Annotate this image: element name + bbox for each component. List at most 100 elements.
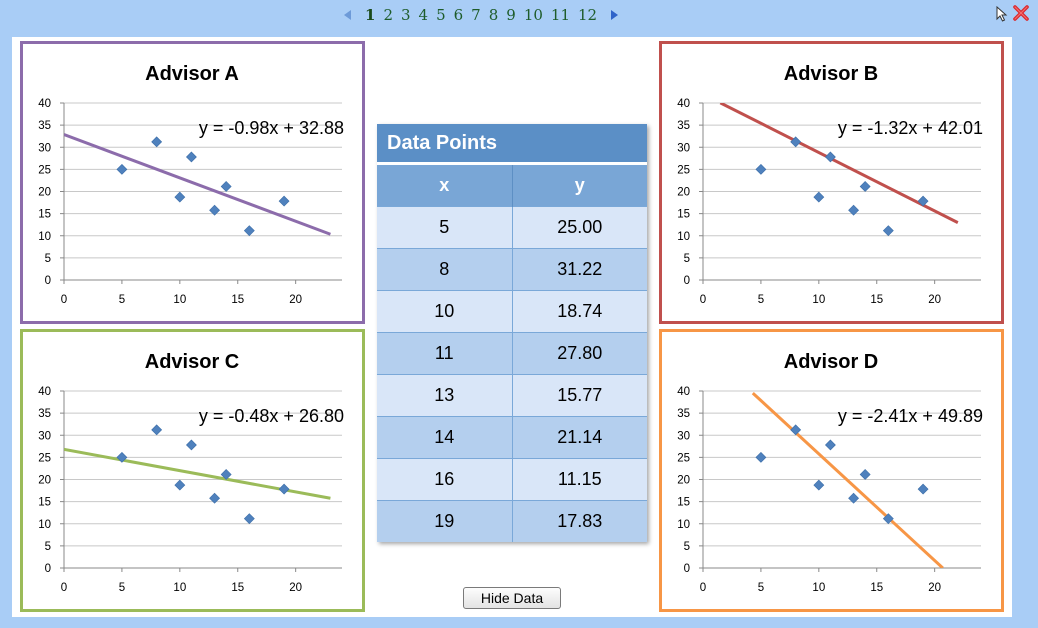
advisor-a-chart: Advisor A 0 5 10 15 20 25 30 35 40 0 5 10 15 20 y = -0.…	[20, 41, 365, 324]
data-point	[151, 136, 163, 148]
data-point	[882, 513, 894, 525]
data-point	[755, 451, 767, 463]
previous-page-arrow-icon[interactable]	[344, 10, 351, 20]
next-page-arrow-icon[interactable]	[611, 10, 619, 20]
page-link-6[interactable]: 6	[453, 5, 464, 24]
y-tick-label: 0	[684, 563, 690, 575]
data-point	[185, 151, 197, 163]
table-row: 16 11.15	[377, 458, 647, 501]
y-tick-label: 40	[38, 386, 51, 398]
page-link-11[interactable]: 11	[550, 5, 570, 24]
data-point	[220, 181, 232, 192]
page-link-2[interactable]: 2	[383, 5, 393, 24]
y-tick-label: 5	[45, 541, 51, 553]
advisor-a-chart-svg: Advisor A 0 5 10 15 20 25 30 35 40 0 5 10 15 20 y = -0.…	[38, 63, 344, 306]
cell-x: 5	[377, 206, 513, 249]
y-tick-label: 30	[38, 430, 51, 442]
table-row: 8 31.22	[377, 248, 647, 291]
page-link-9[interactable]: 9	[506, 5, 516, 24]
table-row: 14 21.14	[377, 416, 647, 459]
x-tick-label: 5	[119, 582, 125, 594]
x-tick-label: 15	[231, 294, 244, 306]
data-point	[278, 483, 290, 495]
data-point	[174, 191, 186, 203]
data-point	[790, 136, 802, 148]
cell-x: 13	[377, 374, 513, 417]
y-tick-label: 5	[45, 253, 51, 265]
data-point	[848, 204, 860, 216]
page-link-8[interactable]: 8	[488, 5, 499, 24]
y-tick-label: 35	[38, 120, 51, 132]
data-point	[848, 492, 860, 504]
advisor-b-chart: Advisor B 0 5 10 15 20 25 30 35 40 0 5 10 15 20 y = -1.…	[659, 41, 1004, 324]
table-header-row: x y	[377, 163, 647, 207]
x-tick-label: 15	[870, 582, 883, 594]
cell-x: 11	[377, 332, 513, 375]
advisor-c-chart: Advisor C 0 5 10 15 20 25 30 35 40 0 5 10 15 20 y = -0.…	[20, 329, 365, 612]
data-point	[243, 225, 255, 237]
data-point	[882, 225, 894, 237]
page-link-7[interactable]: 7	[471, 5, 481, 24]
x-tick-label: 10	[173, 582, 186, 594]
page-link-12[interactable]: 12	[578, 5, 598, 24]
cell-x: 14	[377, 416, 513, 459]
y-tick-label: 30	[677, 142, 690, 154]
table-row: 11 27.80	[377, 332, 647, 375]
x-tick-label: 0	[700, 582, 706, 594]
data-point	[278, 195, 290, 207]
y-tick-label: 10	[38, 519, 51, 531]
chart-title: Advisor B	[784, 63, 878, 85]
table-row: 13 15.77	[377, 374, 647, 417]
y-tick-label: 30	[677, 430, 690, 442]
page-number-list: 1 2 3 4 5 6 7 8 9 10 11 12	[361, 6, 601, 25]
page-link-4[interactable]: 4	[418, 5, 429, 24]
data-point	[813, 479, 825, 491]
data-point	[859, 469, 871, 480]
page-link-3[interactable]: 3	[400, 5, 411, 24]
y-tick-label: 40	[38, 98, 51, 110]
hide-data-button[interactable]: Hide Data	[463, 587, 561, 609]
x-tick-label: 15	[231, 582, 244, 594]
data-point	[824, 439, 836, 451]
x-tick-label: 5	[758, 294, 764, 306]
x-tick-label: 20	[289, 294, 302, 306]
cell-x: 19	[377, 500, 513, 542]
trendline-equation: y = -0.98x + 32.88	[199, 118, 344, 138]
page-link-1[interactable]: 1	[365, 5, 376, 24]
cell-y: 17.83	[512, 500, 647, 542]
trendline	[751, 391, 944, 568]
table-row: 10 18.74	[377, 290, 647, 333]
y-tick-label: 35	[38, 408, 51, 420]
x-tick-label: 0	[61, 294, 67, 306]
data-point	[917, 195, 929, 207]
data-point	[824, 151, 836, 163]
y-tick-label: 0	[684, 275, 690, 287]
data-point	[243, 513, 255, 525]
data-point	[116, 163, 128, 175]
data-point	[813, 191, 825, 203]
y-tick-label: 25	[38, 164, 51, 176]
y-tick-label: 10	[677, 231, 690, 243]
trendline-equation: y = -0.48x + 26.80	[199, 406, 344, 426]
y-tick-label: 5	[684, 541, 690, 553]
y-tick-label: 40	[677, 98, 690, 110]
table-row: 5 25.00	[377, 206, 647, 249]
data-points-table: Data Points x y 5 25.00 8 31.22 10 18.74 11 27.…	[377, 124, 647, 542]
cell-x: 8	[377, 248, 513, 291]
trendline	[64, 447, 331, 500]
page-link-5[interactable]: 5	[436, 5, 446, 24]
cell-y: 27.80	[512, 332, 647, 375]
y-tick-label: 35	[677, 120, 690, 132]
advisor-b-chart-svg: Advisor B 0 5 10 15 20 25 30 35 40 0 5 10 15 20 y = -1.…	[677, 63, 983, 306]
x-tick-label: 5	[758, 582, 764, 594]
y-tick-label: 15	[38, 497, 51, 509]
cell-y: 31.22	[512, 248, 647, 291]
cell-y: 25.00	[512, 206, 647, 249]
data-point	[859, 181, 871, 192]
data-point	[917, 483, 929, 495]
advisor-d-chart-svg: Advisor D 0 5 10 15 20 25 30 35 40 0 5 10 15 20 y = -2.…	[677, 351, 983, 594]
page-link-10[interactable]: 10	[523, 5, 543, 24]
y-tick-label: 10	[677, 519, 690, 531]
data-point	[116, 451, 128, 463]
close-icon[interactable]	[1012, 4, 1030, 22]
